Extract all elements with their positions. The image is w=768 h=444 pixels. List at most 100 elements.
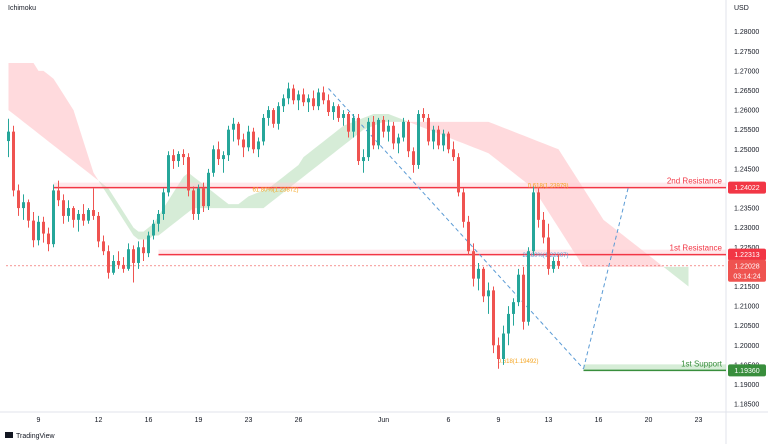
current-price-value: 1.22028 <box>734 263 759 270</box>
price-tags: 1.24022 1.22313 1.19360 1.22028 03:14:24 <box>728 181 766 377</box>
candle <box>152 219 155 240</box>
candle-body <box>292 88 295 101</box>
candle <box>132 245 135 283</box>
candle-body <box>277 106 280 124</box>
candle-body <box>412 151 415 165</box>
cloud-segment <box>558 149 564 236</box>
candle <box>347 112 350 138</box>
candle <box>217 141 220 165</box>
price-tick-label: 1.25000 <box>734 147 759 154</box>
candle-body <box>542 219 545 238</box>
candle-body <box>267 110 270 118</box>
candle-body <box>272 110 275 124</box>
candle-body <box>122 264 125 269</box>
cloud-segment <box>588 196 594 267</box>
candle <box>337 104 340 122</box>
candle-body <box>372 121 375 146</box>
cloud-segment <box>98 180 104 189</box>
candle <box>467 215 470 256</box>
cloud-segment <box>673 266 679 279</box>
candle <box>532 186 535 256</box>
cloud-segment <box>533 139 539 197</box>
cloud-segment <box>113 196 119 212</box>
level-price-tag-text: 1.19360 <box>734 368 759 375</box>
candle-body <box>457 157 460 193</box>
candle-body <box>247 131 250 148</box>
candle <box>187 153 190 197</box>
candle <box>322 86 325 105</box>
candle-body <box>7 131 10 142</box>
tradingview-logo[interactable]: TradingView <box>5 432 55 440</box>
cloud-segment <box>263 188 269 209</box>
cloud-segment <box>403 119 409 122</box>
candle-body <box>552 261 555 269</box>
candle-body <box>502 333 505 359</box>
candle <box>307 94 310 113</box>
price-tick-label: 1.25500 <box>734 127 759 134</box>
time-tick-label: 20 <box>645 417 653 424</box>
cloud-segment <box>333 129 339 154</box>
candle <box>302 88 305 107</box>
fibonacci-lines: 61.80%(1.23872) 0.618(1.23979) 23.60%(1.22… <box>252 88 629 370</box>
cloud-segment <box>238 200 244 209</box>
candle-body <box>32 220 35 241</box>
level-price-tag <box>728 181 766 194</box>
cloud-segment <box>53 78 59 150</box>
candle-body <box>82 213 85 221</box>
candle <box>497 337 500 369</box>
indicator-label[interactable]: Ichimoku <box>8 5 36 12</box>
candle-body <box>162 192 165 214</box>
candle <box>292 84 295 105</box>
cloud-segment <box>498 125 504 165</box>
candle <box>87 208 90 224</box>
candle-body <box>447 133 450 150</box>
cloud-segment <box>613 227 619 267</box>
candle <box>437 125 440 150</box>
candle-body <box>77 213 80 220</box>
cloud-segment <box>18 63 24 122</box>
candle <box>42 216 45 243</box>
candle-body <box>487 290 490 297</box>
candle-body <box>52 190 55 245</box>
time-axis[interactable]: 9 12 16 19 23 26 Jun 6 9 13 16 20 23 <box>37 417 703 424</box>
cloud-segment <box>253 192 259 209</box>
cloud-segment <box>468 121 474 148</box>
fib-level-label: 0.618(1.19492) <box>498 359 539 365</box>
candle-body <box>467 221 470 252</box>
price-axis[interactable]: 1.28000 1.27500 1.27000 1.26500 1.26000 1.255… <box>734 29 759 408</box>
candle <box>297 90 300 111</box>
candle <box>197 184 200 220</box>
cloud-segment <box>233 204 239 209</box>
candle <box>502 325 505 365</box>
cloud-segment <box>308 149 314 173</box>
candle <box>407 119 410 158</box>
candle-body <box>422 114 425 118</box>
fib-level-label: 61.80%(1.23872) <box>252 187 298 193</box>
cloud-segment <box>133 227 139 240</box>
candle <box>432 125 435 150</box>
candle <box>372 115 375 150</box>
cloud-segment <box>33 63 39 134</box>
candle-body <box>172 155 175 162</box>
candle-body <box>407 121 410 152</box>
cloud-segment <box>528 137 534 189</box>
cloud-segment <box>278 176 284 197</box>
candle <box>522 266 525 330</box>
cloud-segment <box>518 133 524 181</box>
cloud-segment <box>388 114 394 122</box>
cloud-segment <box>88 157 94 177</box>
candle-body <box>182 153 185 158</box>
cloud-segment <box>578 180 584 267</box>
candle <box>482 266 485 303</box>
cloud-segment <box>488 121 494 158</box>
candle-body <box>522 274 525 322</box>
candle <box>317 88 320 111</box>
candle <box>402 117 405 142</box>
candle-body <box>242 139 245 148</box>
candle-body <box>367 121 370 158</box>
price-tick-label: 1.23000 <box>734 225 759 232</box>
level-price-tag-text: 1.24022 <box>734 185 759 192</box>
cloud-segment <box>138 231 144 240</box>
